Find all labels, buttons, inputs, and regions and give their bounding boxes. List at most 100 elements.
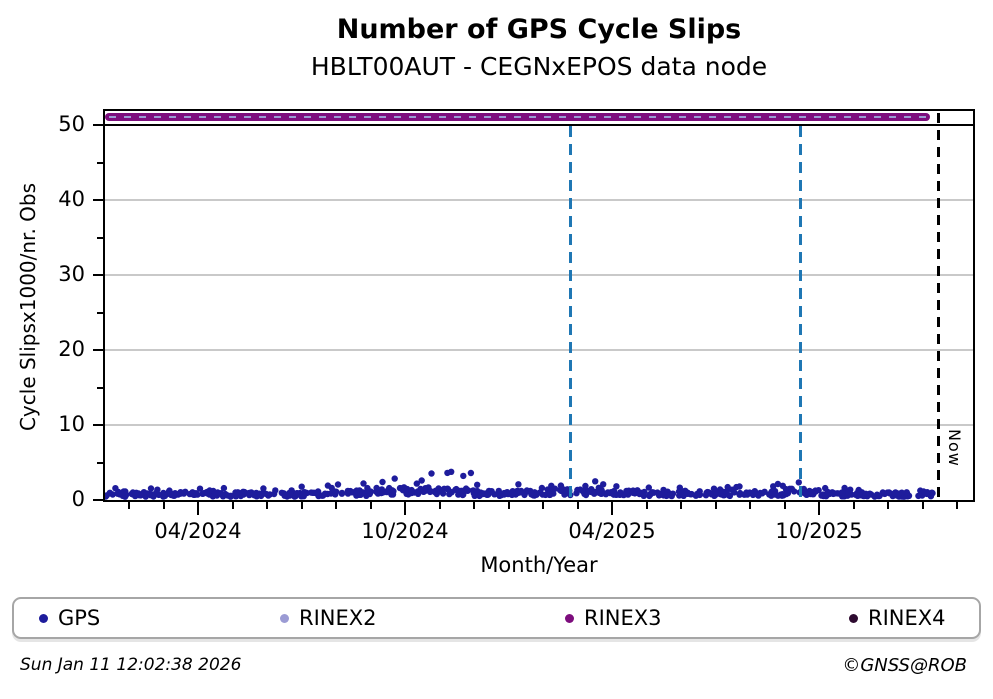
y-tick	[93, 499, 103, 501]
gps-point	[118, 490, 125, 497]
gps-point	[334, 481, 342, 488]
gps-point	[373, 484, 380, 492]
gps-point	[679, 488, 686, 496]
gps-point	[684, 490, 691, 497]
gps-point	[414, 490, 422, 497]
gps-point	[895, 490, 903, 497]
x-minor-tick	[507, 502, 510, 509]
gps-point	[211, 489, 219, 497]
gps-point	[761, 488, 768, 495]
y-tick-label: 40	[58, 187, 85, 211]
rinex4-marker-icon	[849, 613, 858, 623]
gps-point	[515, 489, 522, 497]
gps-point	[488, 488, 495, 495]
x-tick-label: 04/2025	[568, 519, 656, 543]
gps-point	[189, 490, 196, 497]
gps-point	[582, 482, 589, 490]
gridline	[105, 349, 973, 351]
gps-point	[444, 485, 451, 492]
event-line	[798, 126, 802, 500]
chart-subtitle: HBLT00AUT - CEGNxEPOS data node	[310, 52, 768, 82]
gps-point	[427, 488, 435, 495]
gps-point	[856, 492, 863, 499]
x-minor-tick	[749, 502, 752, 509]
gps-point	[460, 472, 467, 480]
gps-point	[885, 489, 893, 496]
gps-point	[161, 492, 168, 499]
gps-point	[332, 488, 340, 495]
gps-point	[802, 489, 810, 497]
gps-point	[929, 490, 936, 497]
gps-point	[844, 492, 851, 499]
gps-point	[379, 478, 386, 486]
gps-point	[413, 480, 420, 487]
gps-point	[538, 484, 546, 492]
gps-marker-icon	[39, 613, 48, 623]
x-minor-tick	[956, 502, 959, 509]
y-minor-tick	[97, 311, 103, 314]
y-tick-label: 0	[71, 487, 85, 511]
gps-point	[545, 490, 553, 497]
y-tick	[93, 124, 103, 126]
y-minor-tick	[97, 386, 103, 389]
gps-point	[782, 485, 790, 493]
gps-point	[725, 492, 733, 499]
gps-point	[105, 492, 110, 499]
legend-label: GPS	[58, 606, 101, 630]
title-block: Number of GPS Cycle Slips HBLT00AUT - CE…	[105, 14, 973, 81]
gps-point	[448, 468, 455, 475]
x-minor-tick	[438, 502, 441, 509]
gps-point	[383, 488, 390, 496]
legend-label: RINEX3	[584, 606, 662, 630]
rinex3-band	[105, 113, 931, 121]
gps-point	[495, 487, 502, 495]
y-minor-tick	[97, 461, 103, 464]
gps-point	[500, 489, 508, 497]
x-minor-tick	[300, 502, 303, 509]
x-minor-tick	[231, 502, 234, 509]
gps-point	[206, 487, 213, 494]
x-minor-tick	[335, 502, 338, 509]
gps-point	[636, 490, 643, 498]
gps-point	[391, 475, 398, 482]
chart-title: Number of GPS Cycle Slips	[336, 14, 742, 45]
gps-point	[551, 485, 559, 492]
gps-point	[629, 487, 637, 494]
gps-point	[353, 487, 360, 494]
gps-point	[515, 481, 522, 488]
gps-point	[181, 489, 188, 496]
x-tick-label: 10/2025	[775, 519, 863, 543]
gps-point	[246, 489, 253, 497]
gps-point	[474, 481, 481, 488]
gps-point	[220, 484, 228, 492]
gps-point	[338, 490, 346, 497]
gps-point	[367, 488, 374, 495]
gps-point	[256, 490, 263, 497]
x-minor-tick	[887, 502, 890, 509]
legend: GPS RINEX2 RINEX3 RINEX4	[12, 597, 981, 639]
gps-point	[771, 491, 779, 498]
x-minor-tick	[369, 502, 372, 509]
gps-point	[464, 487, 471, 494]
x-tick	[818, 502, 821, 515]
gps-point	[260, 485, 267, 492]
gps-point	[712, 488, 719, 496]
x-minor-tick	[576, 502, 579, 509]
gps-point	[871, 493, 878, 500]
gps-point	[112, 485, 119, 492]
gps-point	[278, 489, 285, 496]
y-tick	[93, 424, 103, 426]
gps-point	[357, 491, 364, 498]
gps-point	[592, 478, 599, 485]
gps-point	[484, 491, 491, 498]
gps-point	[471, 492, 478, 499]
gps-point	[360, 480, 367, 487]
gps-point	[452, 486, 459, 493]
gps-point	[783, 490, 790, 498]
copyright: ©GNSS@ROB	[842, 655, 967, 676]
gps-point	[645, 484, 652, 491]
gps-point	[292, 492, 299, 500]
gps-point	[467, 469, 475, 477]
gridline	[105, 424, 973, 426]
